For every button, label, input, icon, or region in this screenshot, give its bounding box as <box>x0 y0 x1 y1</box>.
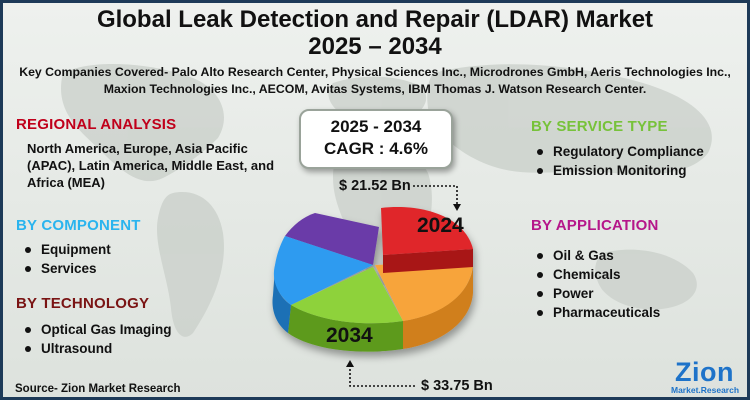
connector-2034 <box>349 365 415 387</box>
by-technology-heading: BY TECHNOLOGY <box>16 295 150 312</box>
connector-2024 <box>413 185 458 206</box>
cagr-value: CAGR : 4.6% <box>324 139 428 158</box>
connector-2034-arrow <box>346 360 354 367</box>
pie-slice-purple <box>285 213 379 265</box>
logo-name: Zion <box>675 357 734 387</box>
list-item: Optical Gas Imaging <box>21 320 172 339</box>
technology-list: Optical Gas Imaging Ultrasound <box>21 320 172 358</box>
title-years: 2025 – 2034 <box>308 33 442 60</box>
connector-2024-arrow <box>453 204 461 211</box>
list-item: Regulatory Compliance <box>533 142 704 161</box>
by-component-heading: BY COMPONENT <box>16 217 141 234</box>
list-item: Oil & Gas <box>533 246 660 265</box>
pie-graphic <box>272 185 473 387</box>
cagr-box: 2025 - 2034 CAGR : 4.6% <box>299 109 453 169</box>
component-list: Equipment Services <box>21 240 111 278</box>
pie-slice-green <box>291 267 403 324</box>
pie-slice-green-side <box>288 305 403 352</box>
list-item: Emission Monitoring <box>533 161 704 180</box>
pie-slice-blue-side <box>272 268 291 333</box>
pie-slice-orange-side <box>403 265 473 349</box>
cagr-years: 2025 - 2034 <box>330 117 422 136</box>
list-item: Equipment <box>21 240 111 259</box>
key-companies-text: Key Companies Covered- Palo Alto Researc… <box>19 65 731 96</box>
list-item: Pharmaceuticals <box>533 303 660 322</box>
year-label-2024: 2024 <box>417 214 464 237</box>
list-item: Ultrasound <box>21 339 172 358</box>
year-label-2034: 2034 <box>326 324 373 347</box>
pie-slice-blue <box>273 236 373 305</box>
service-type-list: Regulatory Compliance Emission Monitorin… <box>533 142 704 180</box>
zion-logo: Zion Market.Research <box>665 357 745 395</box>
pie-slice-red <box>381 207 473 255</box>
main-title: Global Leak Detection and Repair (LDAR) … <box>96 6 654 33</box>
regional-analysis-text: North America, Europe, Asia Pacific (APA… <box>27 141 275 190</box>
source-text: Source- Zion Market Research <box>15 383 181 395</box>
list-item: Power <box>533 284 660 303</box>
list-item: Chemicals <box>533 265 660 284</box>
logo-subtitle: Market.Research <box>671 385 740 395</box>
application-list: Oil & Gas Chemicals Power Pharmaceutical… <box>533 246 660 322</box>
list-item: Services <box>21 259 111 278</box>
pie-slice-red-side <box>383 249 473 273</box>
by-service-type-heading: BY SERVICE TYPE <box>531 118 668 135</box>
pie-slice-orange <box>375 261 473 321</box>
market-value-2034: $ 33.75 Bn <box>421 378 493 394</box>
regional-analysis-heading: REGIONAL ANALYSIS <box>16 116 177 133</box>
by-application-heading: BY APPLICATION <box>531 217 659 234</box>
market-value-2024: $ 21.52 Bn <box>339 178 411 194</box>
